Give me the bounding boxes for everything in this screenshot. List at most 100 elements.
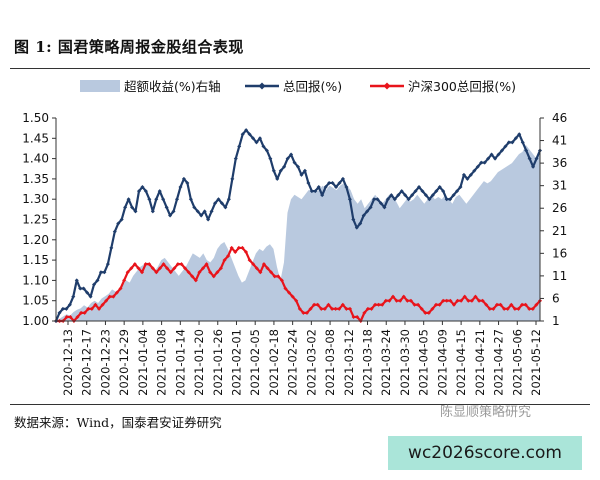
hs300-point [430,306,435,311]
total-return-point [282,164,287,169]
total-return-point [157,189,162,194]
total-return-point [240,132,245,137]
hs300-point [423,310,428,315]
x-tick-label: 2021-05-06 [510,329,524,396]
hs300-point [441,298,446,303]
hs300-point [426,310,431,315]
total-return-point [455,189,460,194]
total-return-point [147,197,152,202]
legend-marker [383,82,391,90]
hs300-point [512,306,517,311]
total-return-point [347,197,352,202]
source-note: 数据来源：Wind，国泰君安证券研究 [14,415,222,430]
total-return-point [257,136,262,141]
total-return-point [188,197,193,202]
total-return-point [164,205,169,210]
total-return-point [275,176,280,181]
x-tick-label: 2021-01-20 [192,329,206,396]
hs300-point [530,306,535,311]
hs300-point [502,306,507,311]
x-tick-label: 2021-02-05 [248,329,262,396]
hs300-point [175,262,180,267]
hs300-point [416,302,421,307]
right-tick-label: 36 [552,156,567,170]
total-return-point [64,306,69,311]
right-tick-label: 6 [552,291,560,305]
total-return-point [510,140,515,145]
total-return-point [482,160,487,165]
hs300-point [136,266,141,271]
hs300-point [111,294,116,299]
hs300-point [412,302,417,307]
total-return-point [327,180,332,185]
hs300-point [369,306,374,311]
hs300-point [344,306,349,311]
total-return-point [368,205,373,210]
hs300-point [340,302,345,307]
total-return-point [465,176,470,181]
hs300-point [398,298,403,303]
right-tick-label: 16 [552,246,567,260]
hs300-point [444,298,449,303]
hs300-point [107,294,112,299]
figure-title: 图 1: 国君策略周报金股组合表现 [14,38,244,56]
total-return-point [489,152,494,157]
x-tick-label: 2020-12-29 [117,329,131,396]
total-return-point [358,221,363,226]
right-tick-label: 46 [552,111,567,125]
total-return-point [330,180,335,185]
hs300-point [333,306,338,311]
total-return-point [316,185,321,190]
hs300-point [86,306,91,311]
hs300-point [222,258,227,263]
total-return-point [503,144,508,149]
x-tick-label: 2021-03-18 [361,329,375,396]
hs300-point [297,306,302,311]
total-return-point [71,294,76,299]
left-tick-label: 1.00 [22,314,49,328]
total-return-point [499,148,504,153]
total-return-point [233,156,238,161]
hs300-point [254,266,259,271]
legend: 超额收益(%)右轴 总回报(%) 沪深300总回报(%) [80,79,516,94]
hs300-point [161,262,166,267]
legend-marker [258,82,266,90]
hs300-point [337,306,342,311]
total-return-point [143,189,148,194]
total-return-point [57,310,62,315]
hs300-point [143,262,148,267]
hs300-point [97,306,102,311]
hs300-point [269,270,274,275]
total-return-point [344,185,349,190]
total-return-point [202,209,207,214]
total-return-point [354,225,359,230]
hs300-point [520,302,525,307]
hs300-point [79,310,84,315]
hs300-point [208,270,213,275]
hs300-point [64,314,69,319]
hs300-point [168,270,173,275]
total-return-point [195,209,200,214]
hs300-point [455,298,460,303]
hs300-point [132,262,137,267]
total-return-point [399,189,404,194]
hs300-point [373,302,378,307]
legend-label: 超额收益(%)右轴 [124,79,221,94]
hs300-point [186,270,191,275]
total-return-point [126,197,131,202]
right-tick-label: 11 [552,269,567,283]
x-tick-label: 2021-01-14 [173,329,187,396]
hs300-point [355,314,360,319]
legend-area-swatch [80,80,120,92]
total-return-point [378,201,383,206]
total-return-point [389,193,394,198]
total-return-point [213,201,218,206]
hs300-point [347,306,352,311]
hs300-point [89,306,94,311]
total-return-point [451,193,456,198]
total-return-point [296,164,300,169]
total-return-point [531,164,536,169]
hs300-point [147,262,152,267]
hs300-point [434,302,439,307]
x-tick-label: 2021-03-30 [398,329,412,396]
